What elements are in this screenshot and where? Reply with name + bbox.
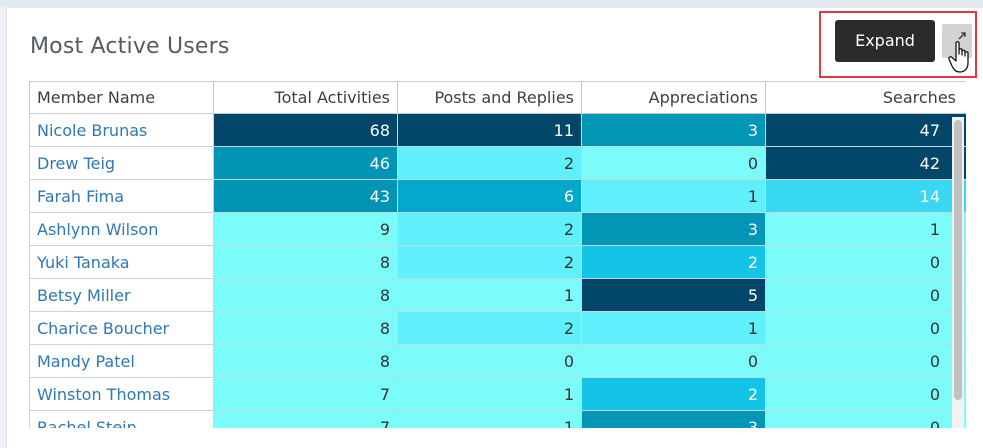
member-name-link[interactable]: Betsy Miller: [29, 278, 214, 312]
appreciations-cell: 1: [581, 311, 766, 345]
total-activities-cell: 8: [213, 278, 398, 312]
top-strip: [0, 0, 983, 6]
member-name-link[interactable]: Nicole Brunas: [29, 113, 214, 147]
appreciations-cell: 2: [581, 245, 766, 279]
header-total-activities[interactable]: Total Activities: [213, 81, 398, 114]
scrollbar-thumb[interactable]: [954, 120, 962, 400]
posts-and-replies-cell: 2: [397, 212, 582, 246]
hand-cursor-icon: [948, 41, 969, 73]
table-row[interactable]: Rachel Stein 7 1 3 0: [29, 410, 966, 428]
widget-title: Most Active Users: [30, 34, 230, 59]
member-name-link[interactable]: Charice Boucher: [29, 311, 214, 345]
header-searches[interactable]: Searches: [765, 81, 966, 114]
member-name-link[interactable]: Mandy Patel: [29, 344, 214, 378]
posts-and-replies-cell: 2: [397, 146, 582, 180]
posts-and-replies-cell: 11: [397, 113, 582, 147]
appreciations-cell: 1: [581, 179, 766, 213]
table-row[interactable]: Farah Fima 43 6 1 14: [29, 179, 966, 213]
table-row[interactable]: Mandy Patel 8 0 0 0: [29, 344, 966, 378]
searches-cell: 42: [765, 146, 966, 180]
appreciations-cell: 5: [581, 278, 766, 312]
member-name-link[interactable]: Farah Fima: [29, 179, 214, 213]
posts-and-replies-cell: 2: [397, 245, 582, 279]
searches-cell: 47: [765, 113, 966, 147]
total-activities-cell: 8: [213, 344, 398, 378]
appreciations-cell: 3: [581, 113, 766, 147]
searches-cell: 0: [765, 410, 966, 428]
member-name-link[interactable]: Yuki Tanaka: [29, 245, 214, 279]
table-row[interactable]: Winston Thomas 7 1 2 0: [29, 377, 966, 411]
total-activities-cell: 8: [213, 311, 398, 345]
total-activities-cell: 43: [213, 179, 398, 213]
table-row[interactable]: Drew Teig 46 2 0 42: [29, 146, 966, 180]
posts-and-replies-cell: 6: [397, 179, 582, 213]
posts-and-replies-cell: 1: [397, 278, 582, 312]
total-activities-cell: 68: [213, 113, 398, 147]
searches-cell: 0: [765, 245, 966, 279]
searches-cell: 0: [765, 278, 966, 312]
posts-and-replies-cell: 1: [397, 410, 582, 428]
table-row[interactable]: Betsy Miller 8 1 5 0: [29, 278, 966, 312]
header-member-name[interactable]: Member Name: [29, 81, 214, 114]
total-activities-cell: 7: [213, 410, 398, 428]
total-activities-cell: 7: [213, 377, 398, 411]
table-row[interactable]: Nicole Brunas 68 11 3 47: [29, 113, 966, 147]
searches-cell: 14: [765, 179, 966, 213]
total-activities-cell: 46: [213, 146, 398, 180]
member-name-link[interactable]: Winston Thomas: [29, 377, 214, 411]
appreciations-cell: 3: [581, 410, 766, 428]
searches-cell: 0: [765, 311, 966, 345]
annotation-highlight-box: [819, 11, 977, 78]
table-row[interactable]: Charice Boucher 8 2 1 0: [29, 311, 966, 345]
searches-cell: 0: [765, 377, 966, 411]
member-name-link[interactable]: Drew Teig: [29, 146, 214, 180]
header-appreciations[interactable]: Appreciations: [581, 81, 766, 114]
appreciations-cell: 3: [581, 212, 766, 246]
appreciations-cell: 0: [581, 146, 766, 180]
searches-cell: 1: [765, 212, 966, 246]
total-activities-cell: 9: [213, 212, 398, 246]
header-posts-and-replies[interactable]: Posts and Replies: [397, 81, 582, 114]
users-table: Member Name Total Activities Posts and R…: [29, 81, 966, 428]
appreciations-cell: 0: [581, 344, 766, 378]
member-name-link[interactable]: Rachel Stein: [29, 410, 214, 428]
searches-cell: 0: [765, 344, 966, 378]
expand-arrow-icon: [958, 32, 966, 40]
posts-and-replies-cell: 2: [397, 311, 582, 345]
table-row[interactable]: Yuki Tanaka 8 2 2 0: [29, 245, 966, 279]
table-scrollbar[interactable]: [952, 117, 964, 428]
member-name-link[interactable]: Ashlynn Wilson: [29, 212, 214, 246]
total-activities-cell: 8: [213, 245, 398, 279]
appreciations-cell: 2: [581, 377, 766, 411]
table-header-row: Member Name Total Activities Posts and R…: [29, 81, 966, 114]
posts-and-replies-cell: 0: [397, 344, 582, 378]
users-table-container[interactable]: Member Name Total Activities Posts and R…: [29, 81, 966, 428]
expand-tooltip: Expand: [835, 20, 935, 62]
table-row[interactable]: Ashlynn Wilson 9 2 3 1: [29, 212, 966, 246]
posts-and-replies-cell: 1: [397, 377, 582, 411]
